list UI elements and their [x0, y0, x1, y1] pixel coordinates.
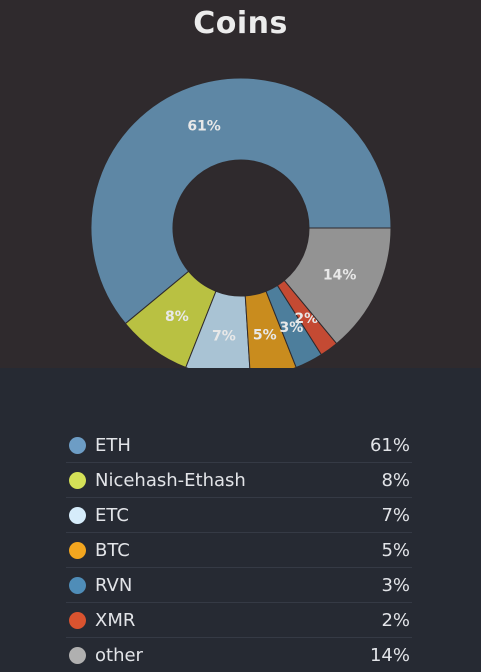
legend-label: other [95, 644, 143, 666]
legend-dot-eth [69, 436, 86, 454]
slice-label-other: 14% [323, 267, 357, 283]
slice-label-rvn: 3% [280, 320, 304, 336]
slice-etc[interactable] [185, 290, 251, 368]
slice-label-btc: 5% [253, 327, 277, 343]
legend-item-etc[interactable]: ETC 7% [66, 498, 412, 533]
legend-dot-nicehash-ethash [69, 471, 86, 489]
legend-value: 2% [381, 609, 410, 631]
legend-item-xmr[interactable]: XMR 2% [66, 603, 412, 638]
slice-other[interactable] [283, 227, 392, 345]
legend-dot-xmr [69, 611, 86, 629]
legend-item-other[interactable]: other 14% [66, 638, 412, 672]
slice-label-nicehash-ethash: 8% [165, 309, 189, 325]
donut-chart: 61%8%7% 5% 3%2%14% [90, 77, 392, 368]
slice-eth[interactable] [90, 77, 392, 325]
legend-value: 7% [381, 504, 410, 526]
slice-label-eth: 61% [187, 118, 221, 134]
legend-item-nicehash-ethash[interactable]: Nicehash-Ethash 8% [66, 463, 412, 498]
legend-dot-etc [69, 506, 86, 524]
legend-value: 3% [381, 574, 410, 596]
slice-label-etc: 7% [212, 329, 236, 345]
legend-item-btc[interactable]: BTC 5% [66, 533, 412, 568]
legend-item-eth[interactable]: ETH 61% [66, 428, 412, 463]
legend-value: 5% [381, 539, 410, 561]
legend-label: ETH [95, 434, 131, 456]
legend-label: ETC [95, 504, 129, 526]
legend-label: BTC [95, 539, 130, 561]
legend-label: RVN [95, 574, 133, 596]
legend: ETH 61% Nicehash-Ethash 8% ETC 7% BTC 5%… [66, 428, 412, 672]
legend-item-rvn[interactable]: RVN 3% [66, 568, 412, 603]
legend-dot-rvn [69, 576, 86, 594]
chart-title: Coins [193, 6, 288, 41]
legend-value: 61% [369, 434, 410, 456]
legend-label: Nicehash-Ethash [95, 469, 246, 491]
legend-dot-other [69, 646, 86, 664]
legend-value: 14% [369, 644, 410, 666]
legend-value: 8% [381, 469, 410, 491]
legend-label: XMR [95, 609, 136, 631]
donut-hole [174, 161, 308, 295]
legend-dot-btc [69, 541, 86, 559]
